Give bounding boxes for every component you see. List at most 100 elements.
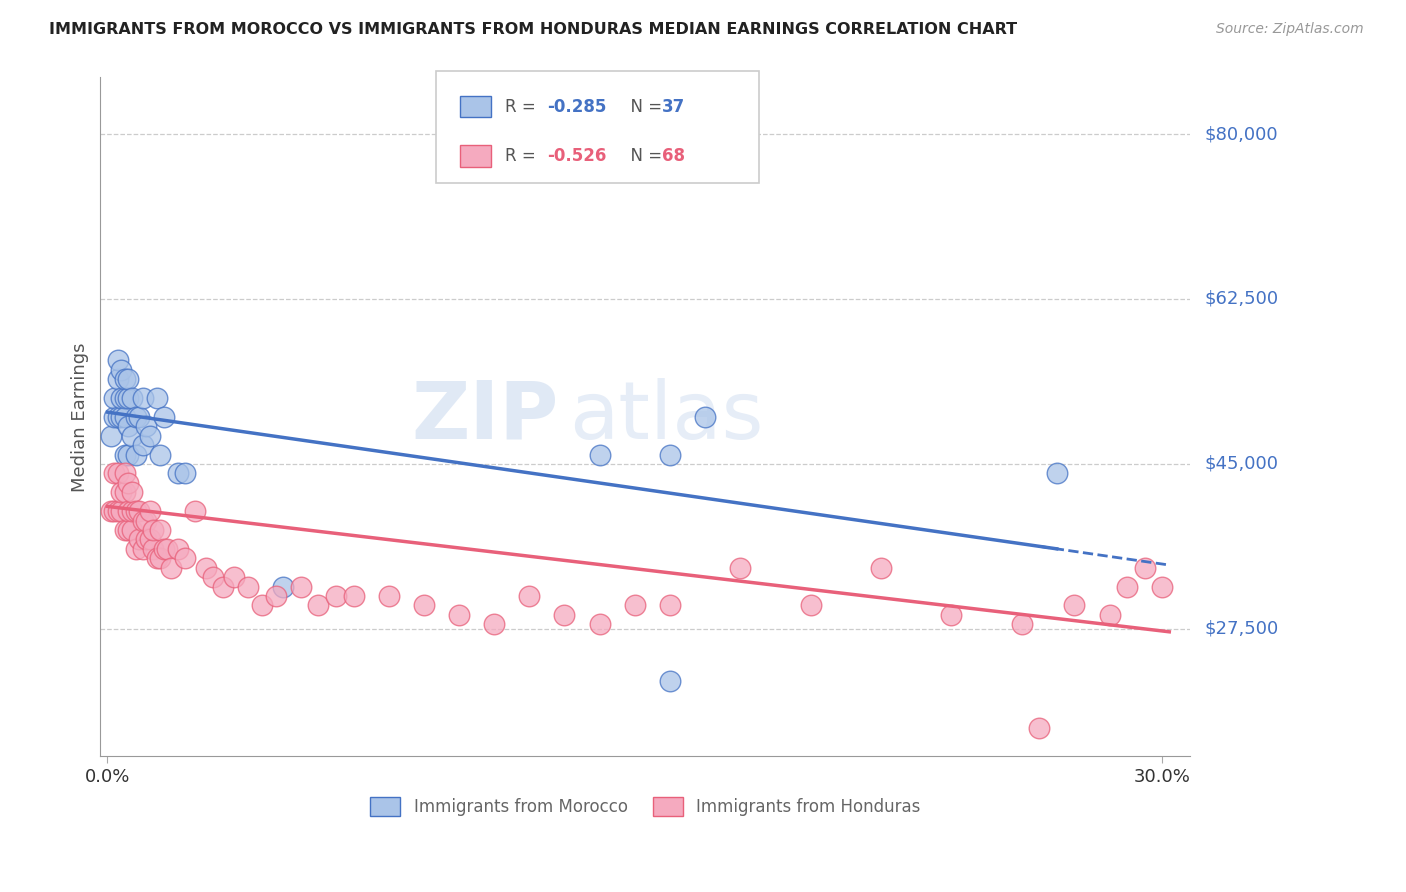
Point bbox=[131, 438, 153, 452]
Point bbox=[553, 607, 575, 622]
Point bbox=[149, 523, 172, 537]
Point bbox=[145, 391, 167, 405]
Text: $45,000: $45,000 bbox=[1205, 455, 1278, 473]
Point bbox=[110, 504, 132, 518]
Point bbox=[138, 428, 160, 442]
Point bbox=[1152, 580, 1174, 594]
Point bbox=[1011, 617, 1033, 632]
Point bbox=[110, 409, 132, 424]
Point bbox=[212, 580, 235, 594]
Text: ZIP: ZIP bbox=[411, 378, 558, 456]
Point bbox=[447, 607, 470, 622]
Text: N =: N = bbox=[620, 147, 668, 165]
Point bbox=[135, 533, 157, 547]
Point bbox=[114, 485, 136, 500]
Point bbox=[107, 353, 129, 368]
Text: $62,500: $62,500 bbox=[1205, 290, 1278, 308]
Point bbox=[124, 409, 146, 424]
Point bbox=[342, 589, 364, 603]
Point bbox=[730, 560, 752, 574]
Point bbox=[149, 448, 172, 462]
Point bbox=[121, 504, 143, 518]
Point bbox=[149, 551, 172, 566]
Point bbox=[121, 391, 143, 405]
Point bbox=[107, 372, 129, 386]
Text: R =: R = bbox=[505, 97, 541, 116]
Point bbox=[517, 589, 540, 603]
Point bbox=[142, 523, 165, 537]
Point bbox=[131, 541, 153, 556]
Point bbox=[1133, 560, 1156, 574]
Point bbox=[290, 580, 312, 594]
Point bbox=[117, 504, 139, 518]
Point bbox=[107, 504, 129, 518]
Point bbox=[114, 448, 136, 462]
Text: IMMIGRANTS FROM MOROCCO VS IMMIGRANTS FROM HONDURAS MEDIAN EARNINGS CORRELATION : IMMIGRANTS FROM MOROCCO VS IMMIGRANTS FR… bbox=[49, 22, 1018, 37]
Point bbox=[377, 589, 399, 603]
Point bbox=[659, 599, 682, 613]
Legend: Immigrants from Morocco, Immigrants from Honduras: Immigrants from Morocco, Immigrants from… bbox=[364, 790, 927, 822]
Text: -0.285: -0.285 bbox=[547, 97, 606, 116]
Point bbox=[138, 504, 160, 518]
Point bbox=[124, 448, 146, 462]
Point bbox=[173, 551, 195, 566]
Text: 37: 37 bbox=[662, 97, 686, 116]
Y-axis label: Median Earnings: Median Earnings bbox=[72, 343, 89, 491]
Point bbox=[110, 485, 132, 500]
Point bbox=[156, 541, 179, 556]
Point bbox=[201, 570, 224, 584]
Point bbox=[271, 580, 294, 594]
Point bbox=[110, 362, 132, 376]
Point bbox=[307, 599, 329, 613]
Point bbox=[325, 589, 347, 603]
Text: 68: 68 bbox=[662, 147, 685, 165]
Point bbox=[1116, 580, 1139, 594]
Point bbox=[1046, 467, 1069, 481]
Point bbox=[135, 514, 157, 528]
Point bbox=[121, 428, 143, 442]
Point bbox=[103, 467, 125, 481]
Point bbox=[800, 599, 823, 613]
Point bbox=[100, 504, 122, 518]
Point bbox=[128, 504, 150, 518]
Point bbox=[1098, 607, 1121, 622]
Point bbox=[588, 617, 610, 632]
Text: R =: R = bbox=[505, 147, 541, 165]
Point bbox=[117, 475, 139, 490]
Point bbox=[870, 560, 893, 574]
Point bbox=[114, 523, 136, 537]
Point bbox=[264, 589, 287, 603]
Text: Source: ZipAtlas.com: Source: ZipAtlas.com bbox=[1216, 22, 1364, 37]
Point bbox=[117, 523, 139, 537]
Point bbox=[1063, 599, 1085, 613]
Text: atlas: atlas bbox=[569, 378, 763, 456]
Point bbox=[131, 514, 153, 528]
Point bbox=[121, 523, 143, 537]
Point bbox=[166, 541, 188, 556]
Point bbox=[107, 467, 129, 481]
Point bbox=[103, 409, 125, 424]
Point bbox=[138, 533, 160, 547]
Point bbox=[184, 504, 207, 518]
Point bbox=[588, 448, 610, 462]
Point bbox=[624, 599, 647, 613]
Point bbox=[128, 533, 150, 547]
Text: N =: N = bbox=[620, 97, 668, 116]
Point bbox=[236, 580, 259, 594]
Point bbox=[128, 409, 150, 424]
Point bbox=[145, 551, 167, 566]
Point bbox=[121, 485, 143, 500]
Text: -0.526: -0.526 bbox=[547, 147, 606, 165]
Point bbox=[1028, 721, 1050, 735]
Point bbox=[100, 428, 122, 442]
Point bbox=[124, 504, 146, 518]
Point bbox=[166, 467, 188, 481]
Point bbox=[659, 673, 682, 688]
Point bbox=[107, 409, 129, 424]
Point bbox=[117, 372, 139, 386]
Point bbox=[250, 599, 273, 613]
Point bbox=[131, 391, 153, 405]
Point bbox=[941, 607, 963, 622]
Point bbox=[412, 599, 434, 613]
Point bbox=[114, 467, 136, 481]
